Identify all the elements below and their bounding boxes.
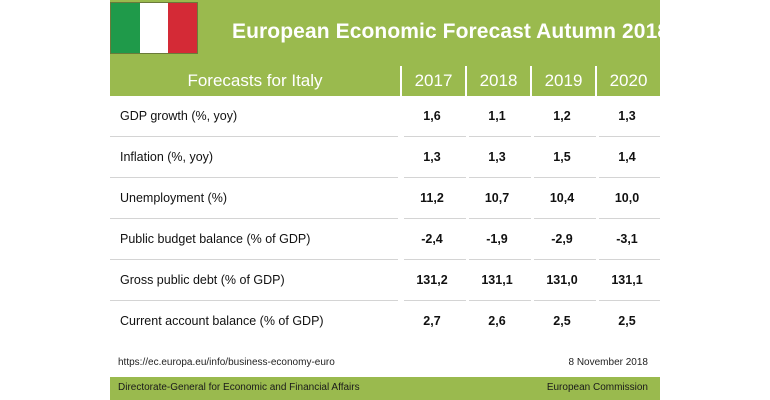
row-divider: [110, 259, 398, 260]
publication-date: 8 November 2018: [568, 357, 649, 368]
row-divider: [534, 218, 596, 219]
column-header-2017: 2017: [400, 66, 465, 96]
column-header-forecasts: Forecasts for Italy: [187, 71, 323, 90]
cell-2017: 1,3: [423, 150, 441, 164]
table-row: Inflation (%, yoy) 1,3 1,3 1,5 1,4: [110, 137, 660, 178]
cell-2017: 131,2: [416, 273, 448, 287]
row-divider: [404, 259, 466, 260]
row-divider: [534, 177, 596, 178]
row-divider: [469, 136, 531, 137]
cell-2018: -1,9: [486, 232, 508, 246]
flag-italy-icon: [110, 2, 198, 54]
footer-commission: European Commission: [546, 382, 648, 393]
page-title: European Economic Forecast Autumn 2018: [232, 20, 670, 43]
cell-2019: 1,5: [553, 150, 571, 164]
cell-2020: -3,1: [616, 232, 638, 246]
footer-directorate: Directorate-General for Economic and Fin…: [118, 382, 360, 393]
cell-2020: 1,4: [618, 150, 636, 164]
row-divider: [469, 177, 531, 178]
row-divider: [599, 218, 660, 219]
cell-2019: 10,4: [549, 191, 575, 205]
cell-2018: 10,7: [484, 191, 510, 205]
row-divider: [599, 177, 660, 178]
cell-2018: 1,3: [488, 150, 506, 164]
table-row: Current account balance (% of GDP) 2,7 2,6…: [110, 301, 660, 342]
row-label: Current account balance (% of GDP): [120, 314, 324, 328]
row-label: Unemployment (%): [120, 191, 227, 205]
row-divider: [404, 300, 466, 301]
table-header: Forecasts for Italy 2017 2018 2019 2020: [110, 66, 660, 96]
row-divider: [534, 300, 596, 301]
cell-2020: 2,5: [618, 314, 636, 328]
row-label: GDP growth (%, yoy): [120, 109, 238, 123]
cell-2017: 11,2: [420, 191, 444, 205]
row-label: Public budget balance (% of GDP): [120, 232, 311, 246]
cell-2020: 131,1: [611, 273, 643, 287]
cell-2018: 2,6: [488, 314, 506, 328]
row-divider: [534, 259, 596, 260]
row-divider: [110, 136, 398, 137]
table-row: Gross public debt (% of GDP) 131,2 131,1 13…: [110, 260, 660, 301]
table-row: Public budget balance (% of GDP) -2,4 -1,9…: [110, 219, 660, 260]
row-divider: [534, 136, 596, 137]
column-header-2019: 2019: [530, 66, 595, 96]
column-header-2020: 2020: [595, 66, 660, 96]
row-divider: [599, 136, 660, 137]
table-row: GDP growth (%, yoy) 1,6 1,1 1,2 1,3: [110, 96, 660, 137]
row-divider: [469, 218, 531, 219]
row-divider: [110, 300, 398, 301]
source-url[interactable]: https://ec.europa.eu/info/business-econo…: [118, 357, 335, 368]
cell-2020: 1,3: [618, 109, 636, 123]
cell-2017: 1,6: [423, 109, 441, 123]
row-divider: [110, 218, 398, 219]
row-divider: [599, 300, 660, 301]
cell-2018: 131,1: [481, 273, 513, 287]
footer-bar: Directorate-General for Economic and Fin…: [110, 377, 660, 400]
row-divider: [404, 136, 466, 137]
row-label: Inflation (%, yoy): [120, 150, 214, 164]
column-header-2018: 2018: [465, 66, 530, 96]
row-divider: [469, 300, 531, 301]
cell-2019: 2,5: [553, 314, 571, 328]
table-row: Unemployment (%) 11,2 10,7 10,4 10,0: [110, 178, 660, 219]
row-divider: [110, 177, 398, 178]
row-divider: [404, 218, 466, 219]
row-divider: [404, 177, 466, 178]
row-divider: [599, 259, 660, 260]
cell-2019: 131,0: [546, 273, 578, 287]
cell-2019: 1,2: [553, 109, 571, 123]
row-label: Gross public debt (% of GDP): [120, 273, 285, 287]
cell-2018: 1,1: [488, 109, 506, 123]
row-divider: [469, 259, 531, 260]
forecast-card: European Economic Forecast Autumn 2018 F…: [110, 0, 669, 400]
header-banner: European Economic Forecast Autumn 2018: [110, 0, 669, 66]
table-body: GDP growth (%, yoy) 1,6 1,1 1,2 1,3 Inflation…: [110, 96, 660, 342]
cell-2019: -2,9: [551, 232, 573, 246]
cell-2017: 2,7: [423, 314, 441, 328]
cell-2017: -2,4: [421, 232, 443, 246]
cell-2020: 10,0: [614, 191, 640, 205]
